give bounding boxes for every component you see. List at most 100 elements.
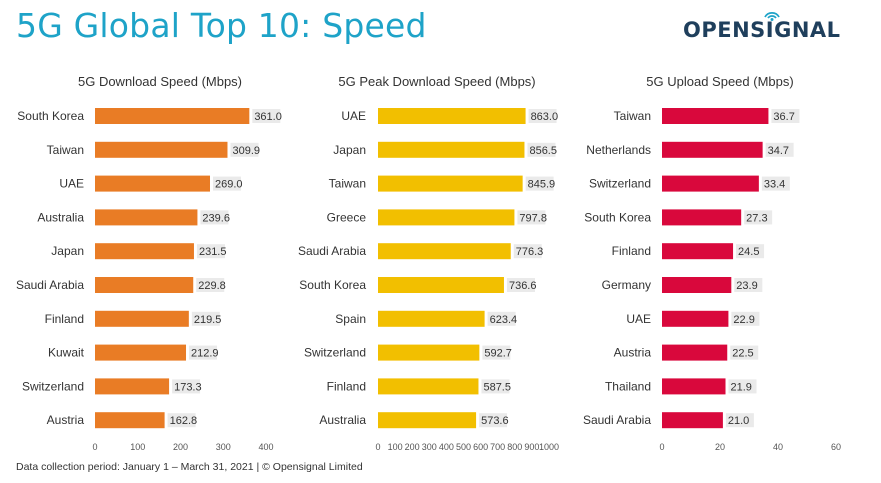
category-label: South Korea [299, 278, 366, 292]
category-label: Finland [327, 379, 366, 393]
category-label: South Korea [17, 109, 84, 123]
value-label: 269.0 [215, 179, 243, 191]
opensignal-logo: OPENSIGNAL [683, 18, 841, 42]
tick-label: 20 [715, 442, 725, 452]
bar [378, 243, 511, 260]
value-label-bg [734, 278, 763, 292]
value-label-bg [189, 345, 218, 360]
value-label: 797.8 [519, 212, 547, 224]
chart-title: 5G Peak Download Speed (Mbps) [338, 74, 535, 89]
value-label: 361.0 [254, 111, 282, 123]
bar [662, 243, 734, 260]
tick-label: 100 [388, 442, 403, 452]
tick-label: 40 [773, 442, 783, 452]
category-label: Japan [333, 143, 366, 157]
bar [662, 378, 726, 395]
value-label-bg [736, 244, 765, 259]
value-label: 27.3 [746, 212, 767, 224]
value-label: 736.6 [509, 280, 537, 292]
category-label: South Korea [584, 210, 651, 224]
category-label: Greece [327, 210, 367, 224]
value-label: 231.5 [199, 246, 227, 258]
tick-label: 800 [507, 442, 522, 452]
tick-label: 700 [490, 442, 505, 452]
tick-label: 200 [405, 442, 420, 452]
value-label: 33.4 [764, 179, 785, 191]
tick-label: 400 [258, 442, 273, 452]
chart-panel-3: 5G Upload Speed (Mbps) Taiwan 36.7 Netherla… [583, 74, 841, 452]
value-label-bg [252, 109, 281, 123]
bar [95, 243, 194, 260]
value-label: 587.5 [483, 381, 511, 393]
category-label: Germany [602, 278, 651, 292]
bar [378, 310, 485, 327]
chart-title: 5G Download Speed (Mbps) [78, 74, 242, 89]
value-label-bg [481, 379, 510, 394]
value-label-bg [728, 379, 757, 394]
category-label: Finland [45, 312, 84, 326]
bar [95, 344, 187, 361]
value-label: 23.9 [736, 280, 757, 292]
value-label-bg [527, 142, 556, 157]
tick-label: 300 [216, 442, 231, 452]
tick-label: 0 [375, 442, 380, 452]
value-label: 863.0 [531, 111, 559, 123]
bar [662, 412, 723, 429]
value-label: 162.8 [170, 415, 198, 427]
value-label-bg [487, 311, 516, 326]
chart-panel-1: 5G Download Speed (Mbps) South Korea 361.0… [16, 74, 282, 452]
value-label: 21.9 [731, 381, 752, 393]
value-label: 36.7 [773, 111, 794, 123]
category-label: Spain [335, 312, 366, 326]
value-label-bg [730, 345, 759, 360]
value-label: 309.9 [232, 145, 260, 157]
category-label: Switzerland [304, 346, 366, 360]
value-label: 219.5 [194, 314, 222, 326]
value-label: 623.4 [490, 314, 518, 326]
bar [662, 108, 769, 124]
tick-label: 900 [524, 442, 539, 452]
bar [378, 378, 479, 395]
category-label: Australia [37, 210, 84, 224]
tick-label: 0 [659, 442, 664, 452]
value-label-bg [212, 176, 241, 191]
value-label-bg [172, 379, 201, 394]
value-label-bg [513, 244, 542, 259]
value-label: 24.5 [738, 246, 759, 258]
value-label: 239.6 [202, 212, 230, 224]
bar [95, 108, 250, 124]
bar [378, 175, 523, 192]
value-label: 212.9 [191, 348, 219, 360]
category-label: Saudi Arabia [583, 413, 651, 427]
value-label-bg [191, 311, 220, 326]
value-label: 573.6 [481, 415, 509, 427]
value-label-bg [230, 142, 259, 157]
chart-panel-2: 5G Peak Download Speed (Mbps) UAE 863.0 Jap… [298, 74, 559, 452]
category-label: Austria [614, 346, 652, 360]
tick-label: 300 [422, 442, 437, 452]
category-label: Netherlands [586, 143, 651, 157]
footer-note: Data collection period: January 1 – Marc… [16, 461, 363, 473]
value-label-bg [482, 345, 511, 360]
bar [378, 412, 477, 429]
value-label-bg [744, 210, 773, 225]
bar [95, 310, 189, 327]
bar [662, 277, 732, 293]
bar [662, 310, 729, 327]
value-label: 856.5 [529, 145, 557, 157]
category-label: UAE [626, 312, 651, 326]
bar [95, 412, 165, 429]
value-label-bg [761, 176, 790, 191]
category-label: Saudi Arabia [298, 244, 366, 258]
value-label-bg [479, 413, 508, 428]
signal-arcs-icon [764, 11, 780, 21]
category-label: Switzerland [589, 177, 651, 191]
value-label-bg [528, 109, 557, 123]
tick-label: 400 [439, 442, 454, 452]
tick-label: 60 [831, 442, 841, 452]
tick-label: 500 [456, 442, 471, 452]
bar [95, 175, 210, 192]
value-label: 22.5 [732, 348, 753, 360]
bar [662, 175, 759, 192]
